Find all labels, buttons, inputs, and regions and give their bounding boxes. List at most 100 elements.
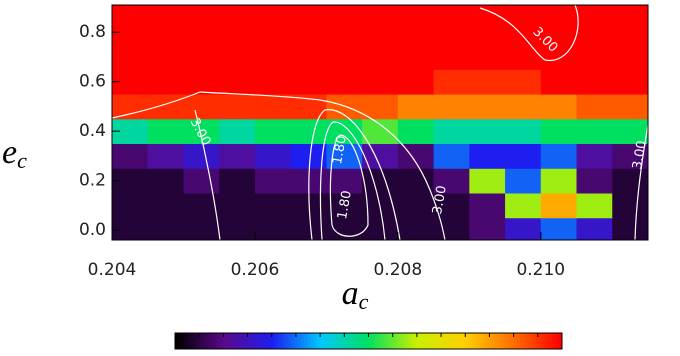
y-label-sub: c [17, 148, 27, 173]
heatmap-cell [326, 168, 363, 194]
colorbar-step [445, 333, 450, 349]
heatmap-cell [183, 168, 220, 194]
contour [112, 91, 446, 240]
heatmap-cell [112, 217, 149, 240]
heatmap-cell [576, 168, 613, 194]
colorbar-step [455, 333, 460, 349]
colorbar-step [368, 333, 373, 349]
x-axis-label: ac [342, 275, 369, 314]
heatmap-cell [469, 118, 506, 145]
colorbar-step [487, 333, 492, 349]
colorbar-step [233, 333, 237, 349]
heatmap-cell [147, 217, 184, 240]
heatmap-cell [362, 118, 399, 145]
heatmap-cell [147, 143, 184, 169]
contour-label: 3.00 [630, 139, 650, 170]
colorbar-step [407, 333, 411, 349]
heatmap-cell [505, 193, 542, 219]
heatmap-cell [254, 19, 292, 46]
colorbar-step [197, 333, 202, 349]
colorbar-step [336, 333, 340, 349]
colorbar-step [433, 333, 437, 349]
heatmap-cell [433, 19, 470, 46]
heatmap-cell [147, 168, 184, 194]
heatmap-cell [183, 193, 220, 219]
heatmap-cell [290, 69, 327, 95]
colorbar-step [300, 333, 305, 349]
heatmap-cell [183, 217, 220, 240]
heatmap-cell [147, 19, 184, 46]
y-label-main: e [2, 134, 17, 171]
heatmap-cell [362, 19, 399, 46]
heatmap-cell [540, 193, 578, 219]
colorbar-step [255, 333, 260, 349]
heatmap-cell [433, 5, 470, 21]
contour-label: 3.00 [430, 184, 450, 215]
colorbar-step [500, 333, 505, 349]
colorbar-step [294, 333, 299, 349]
heatmap-cell [362, 5, 399, 21]
colorbar-step [555, 333, 560, 349]
heatmap-cell [540, 143, 578, 169]
colorbar-step [349, 333, 353, 349]
heatmap-cell [469, 94, 506, 120]
heatmap-cell [540, 94, 578, 120]
colorbar-step [378, 333, 382, 349]
heatmap-cell [290, 143, 327, 169]
contour [308, 109, 401, 240]
colorbar-step [236, 333, 240, 349]
colorbar-step [313, 333, 318, 349]
heatmap-cell [612, 217, 648, 240]
colorbar-step [262, 333, 266, 349]
y-tick-label: 0.2 [79, 171, 106, 191]
heatmap-cell [219, 193, 256, 219]
heatmap-cell [540, 217, 578, 240]
heatmap-cell [147, 193, 184, 219]
heatmap-cell [254, 217, 292, 240]
y-axis-label: ec [2, 134, 27, 173]
colorbar-step [258, 333, 263, 349]
colorbar-step [549, 333, 553, 349]
colorbar-step [494, 333, 498, 349]
heatmap-cell [576, 69, 613, 95]
heatmap-cell [433, 168, 470, 194]
heatmap-cell [397, 193, 435, 219]
colorbar-step [468, 333, 473, 349]
heatmap-cell [290, 19, 327, 46]
heatmap-cell [433, 217, 470, 240]
colorbar-step [204, 333, 208, 349]
heatmap-cell [219, 69, 256, 95]
heatmap-cell [362, 44, 399, 70]
colorbar-step [274, 333, 279, 349]
colorbar-step [439, 333, 444, 349]
heatmap-cell [576, 193, 613, 219]
contour-label: 1.80 [330, 134, 350, 165]
heatmap-cell [183, 5, 220, 21]
heatmap-cell [147, 5, 184, 21]
heatmap-cell [254, 69, 292, 95]
heatmap-cell [290, 5, 327, 21]
colorbar-step [420, 333, 424, 349]
colorbar-step [245, 333, 250, 349]
heatmap-cell [362, 69, 399, 95]
heatmap-cell [112, 143, 149, 169]
x-label-main: a [342, 275, 359, 312]
colorbar-step [449, 333, 453, 349]
colorbar-step [249, 333, 253, 349]
colorbar-step [352, 333, 357, 349]
colorbar-step [413, 333, 418, 349]
heatmap-cell [112, 193, 149, 219]
heatmap-cell [112, 5, 149, 21]
heatmap-cell [540, 19, 578, 46]
heatmap-cell [326, 193, 363, 219]
contour [194, 109, 221, 240]
colorbar-step [242, 333, 247, 349]
heatmap-cell [612, 19, 648, 46]
colorbar-step [371, 333, 376, 349]
colorbar-step [187, 333, 192, 349]
heatmap-cell [540, 5, 578, 21]
colorbar-step [265, 333, 270, 349]
colorbar-step [178, 333, 182, 349]
colorbar-step [181, 333, 186, 349]
heatmap-cell [576, 217, 613, 240]
